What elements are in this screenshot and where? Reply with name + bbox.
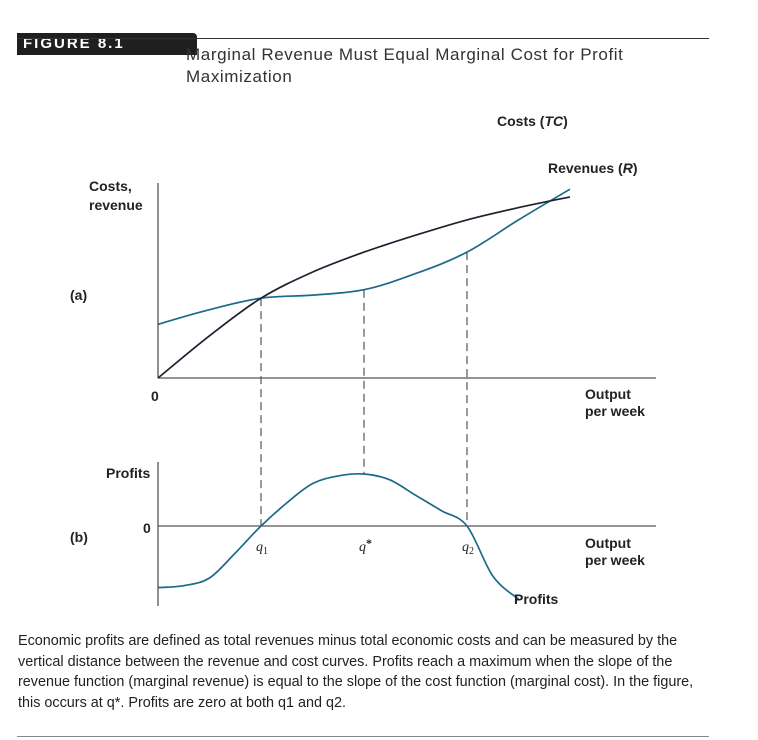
x-tick-label-2: q* [359,536,372,555]
panel-a-xlabel-line2: per week [585,403,645,419]
chart-canvas: (a) Costs, revenue 0 Output per week Cos… [70,113,656,607]
panel-b-tick-labels: q1 q* q2 [256,536,474,557]
panel-a-ylabel-line1: Costs, [89,178,132,194]
revenue-curve-label: Revenues (R) [548,160,638,176]
x-tick-label-3: q2 [462,540,474,557]
guide-lines [260,252,468,526]
panel-b-label: (b) [70,529,88,545]
cost-curve-label: Costs (TC) [497,113,568,129]
panel-b-xlabel-line1: Output [585,535,631,551]
panel-b-xlabel-line2: per week [585,552,645,568]
bottom-rule [17,736,709,737]
panel-a-label: (a) [70,287,87,303]
panel-a-origin-label: 0 [151,388,159,404]
top-rule [17,38,709,39]
x-tick-label-1: q1 [256,540,268,557]
panel-a-xlabel-line1: Output [585,386,631,402]
panel-b-ylabel: Profits [106,465,151,481]
panel-b-origin-label: 0 [143,520,151,536]
cost-curve [157,188,571,326]
panel-a-ylabel-line2: revenue [89,197,143,213]
profit-curve [157,472,520,600]
figure-title: Marginal Revenue Must Equal Marginal Cos… [186,45,624,86]
profit-curve-label: Profits [514,591,559,607]
revenue-curve [157,196,571,379]
figure-caption: Economic profits are defined as total re… [18,633,694,711]
